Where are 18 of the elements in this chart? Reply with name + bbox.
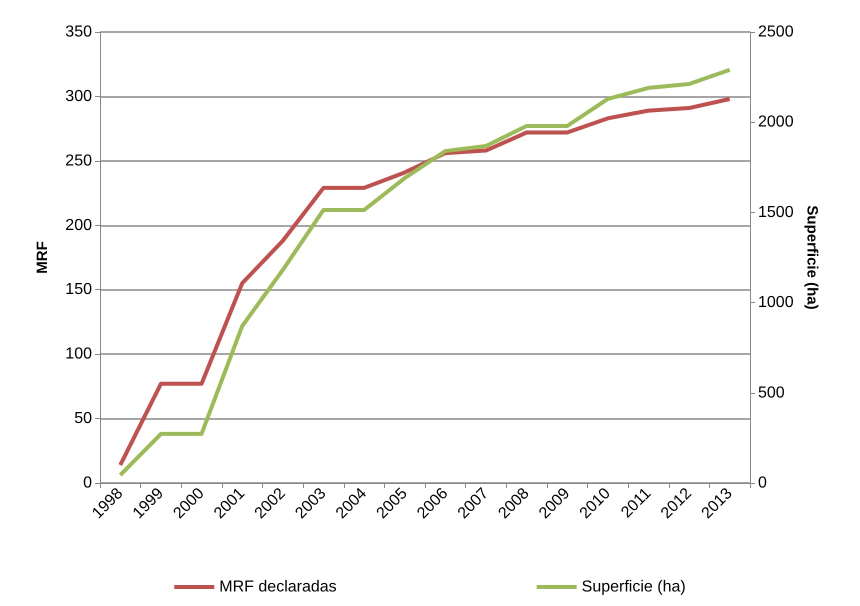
- y-tick-label: 100: [65, 346, 92, 363]
- y2-tick-label: 1500: [758, 204, 794, 221]
- y-tick-label: 0: [83, 474, 92, 492]
- y2-tick-label: 500: [758, 384, 785, 402]
- y-tick-label: 50: [74, 410, 92, 428]
- y-axis-title: MRF: [34, 241, 51, 274]
- y2-tick-label: 2500: [758, 24, 794, 40]
- legend-label: Superficie (ha): [582, 578, 686, 596]
- y-tick-label: 300: [65, 88, 92, 105]
- legend-label: MRF declaradas: [219, 578, 337, 596]
- y-tick-label: 250: [65, 152, 92, 170]
- y2-tick-label: 1000: [758, 294, 794, 312]
- y-tick-label: 200: [65, 216, 92, 234]
- y2-tick-label: 0: [758, 474, 767, 492]
- y-tick-label: 350: [65, 24, 92, 40]
- y2-axis-title: Superficie (ha): [803, 205, 820, 310]
- y2-tick-label: 2000: [758, 114, 794, 131]
- y-tick-label: 150: [65, 281, 92, 298]
